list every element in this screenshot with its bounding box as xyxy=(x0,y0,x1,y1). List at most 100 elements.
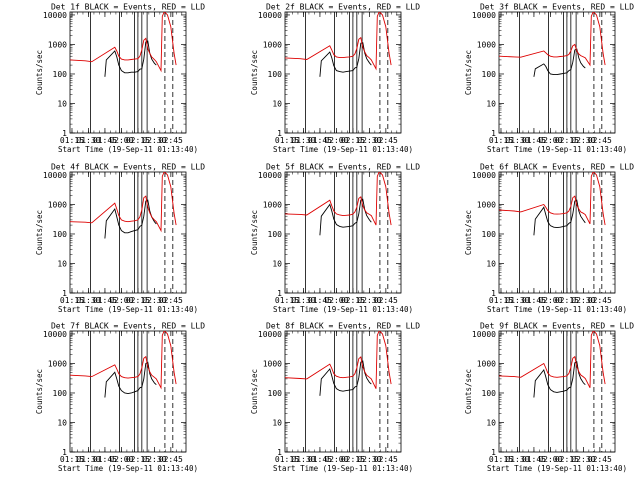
y-tick-label: 10000 xyxy=(258,171,282,180)
y-tick-label: 100 xyxy=(482,389,497,398)
x-axis-label: Start Time (19-Sep-11 01:13:40) xyxy=(487,464,627,473)
plot-area xyxy=(285,331,392,452)
y-axis-label: Counts/sec xyxy=(464,369,473,414)
panel-title: Det 5f BLACK = Events, RED = LLD xyxy=(266,163,420,172)
x-tick-label: 02:45 xyxy=(159,136,183,145)
series-lld-line xyxy=(499,172,606,226)
y-tick-label: 100 xyxy=(53,389,68,398)
panel-title: Det 2f BLACK = Events, RED = LLD xyxy=(266,3,420,12)
panel-2: Det 2f BLACK = Events, RED = LLD 1 10 100 10… xyxy=(250,3,420,155)
x-tick-label: 02:45 xyxy=(374,455,398,464)
x-tick-label: 01:45 xyxy=(93,136,117,145)
x-axis-label: Start Time (19-Sep-11 01:13:40) xyxy=(58,145,198,154)
x-tick-label: 01:45 xyxy=(308,136,332,145)
x-tick-label: 02:15 xyxy=(555,296,579,305)
x-tick-label: 01:15 xyxy=(275,296,299,305)
x-axis-label: Start Time (19-Sep-11 01:13:40) xyxy=(487,145,627,154)
x-tick-label: 01:15 xyxy=(60,455,84,464)
x-tick-label: 02:30 xyxy=(357,296,381,305)
panel-4: Det 4f BLACK = Events, RED = LLD 1 10 100 10… xyxy=(35,163,205,315)
x-tick-label: 02:30 xyxy=(357,455,381,464)
y-tick-label: 10 xyxy=(486,259,496,268)
x-tick-label: 01:15 xyxy=(60,136,84,145)
y-axis-label: Counts/sec xyxy=(35,210,44,255)
x-tick-label: 02:45 xyxy=(374,136,398,145)
panel-8: Det 8f BLACK = Events, RED = LLD 1 10 100 10… xyxy=(250,322,420,474)
y-tick-label: 10 xyxy=(57,259,67,268)
y-tick-label: 1 xyxy=(62,129,67,138)
series-events-line xyxy=(533,361,586,398)
x-tick-label: 02:45 xyxy=(588,136,612,145)
panel-9: Det 9f BLACK = Events, RED = LLD 1 10 100 10… xyxy=(464,322,634,474)
x-tick-label: 01:30 xyxy=(76,136,100,145)
plot-area xyxy=(499,172,606,293)
x-tick-label: 02:30 xyxy=(142,136,166,145)
plot-frame xyxy=(498,330,616,453)
x-tick-label: 02:45 xyxy=(588,455,612,464)
x-tick-label: 01:30 xyxy=(76,296,100,305)
y-tick-label: 1000 xyxy=(48,359,67,368)
y-axis-label: Counts/sec xyxy=(35,50,44,95)
y-axis-label: Counts/sec xyxy=(250,50,259,95)
x-tick-label: 02:00 xyxy=(538,296,562,305)
y-axis-label: Counts/sec xyxy=(464,50,473,95)
y-axis-label: Counts/sec xyxy=(250,210,259,255)
x-tick-label: 02:00 xyxy=(324,455,348,464)
x-tick-label: 02:15 xyxy=(341,455,365,464)
x-tick-label: 02:15 xyxy=(341,296,365,305)
y-tick-label: 10000 xyxy=(472,11,496,20)
panel-title: Det 7f BLACK = Events, RED = LLD xyxy=(51,322,205,331)
y-tick-label: 100 xyxy=(482,70,497,79)
y-tick-label: 100 xyxy=(268,389,283,398)
plot-frame xyxy=(284,171,402,294)
x-tick-label: 01:15 xyxy=(275,136,299,145)
y-tick-label: 1000 xyxy=(48,200,67,209)
x-axis-label: Start Time (19-Sep-11 01:13:40) xyxy=(273,145,413,154)
x-tick-label: 01:15 xyxy=(489,296,513,305)
x-tick-label: 02:15 xyxy=(126,296,150,305)
x-tick-label: 02:15 xyxy=(126,455,150,464)
plot-area xyxy=(499,12,606,133)
panel-title: Det 8f BLACK = Events, RED = LLD xyxy=(266,322,420,331)
y-tick-label: 1000 xyxy=(48,40,67,49)
y-tick-label: 100 xyxy=(268,70,283,79)
plot-area xyxy=(285,172,392,293)
y-tick-label: 1 xyxy=(491,448,496,457)
x-tick-label: 02:30 xyxy=(357,136,381,145)
y-tick-label: 10 xyxy=(57,418,67,427)
panel-1: Det 1f BLACK = Events, RED = LLD 1 10 100 10… xyxy=(35,3,205,155)
x-tick-label: 01:15 xyxy=(489,136,513,145)
x-tick-label: 01:30 xyxy=(291,296,315,305)
x-tick-label: 02:45 xyxy=(159,296,183,305)
y-tick-label: 10000 xyxy=(258,330,282,339)
panel-title: Det 6f BLACK = Events, RED = LLD xyxy=(480,163,634,172)
plot-frame xyxy=(69,11,187,134)
x-axis-label: Start Time (19-Sep-11 01:13:40) xyxy=(273,464,413,473)
panel-6: Det 6f BLACK = Events, RED = LLD 1 10 100 10… xyxy=(464,163,634,315)
y-tick-label: 1 xyxy=(277,129,282,138)
y-tick-label: 10000 xyxy=(43,171,67,180)
y-tick-label: 100 xyxy=(53,230,68,239)
x-tick-label: 01:15 xyxy=(60,296,84,305)
y-tick-label: 1 xyxy=(62,289,67,298)
plot-frame xyxy=(69,171,187,294)
panel-5: Det 5f BLACK = Events, RED = LLD 1 10 100 10… xyxy=(250,163,420,315)
series-events-line xyxy=(319,360,372,396)
y-tick-label: 10000 xyxy=(258,11,282,20)
x-tick-label: 01:45 xyxy=(308,455,332,464)
x-axis-label: Start Time (19-Sep-11 01:13:40) xyxy=(487,305,627,314)
x-tick-label: 02:15 xyxy=(555,455,579,464)
x-tick-label: 01:30 xyxy=(505,136,529,145)
plot-frame xyxy=(284,11,402,134)
plot-area xyxy=(70,331,177,452)
series-lld-line xyxy=(499,331,606,389)
x-tick-label: 01:30 xyxy=(505,455,529,464)
y-axis-label: Counts/sec xyxy=(464,210,473,255)
plot-frame xyxy=(69,330,187,453)
y-tick-label: 10 xyxy=(486,99,496,108)
series-events-line xyxy=(104,199,157,239)
x-tick-label: 02:00 xyxy=(109,296,133,305)
y-tick-label: 100 xyxy=(53,70,68,79)
series-events-line xyxy=(104,40,157,77)
series-lld-line xyxy=(285,331,392,389)
